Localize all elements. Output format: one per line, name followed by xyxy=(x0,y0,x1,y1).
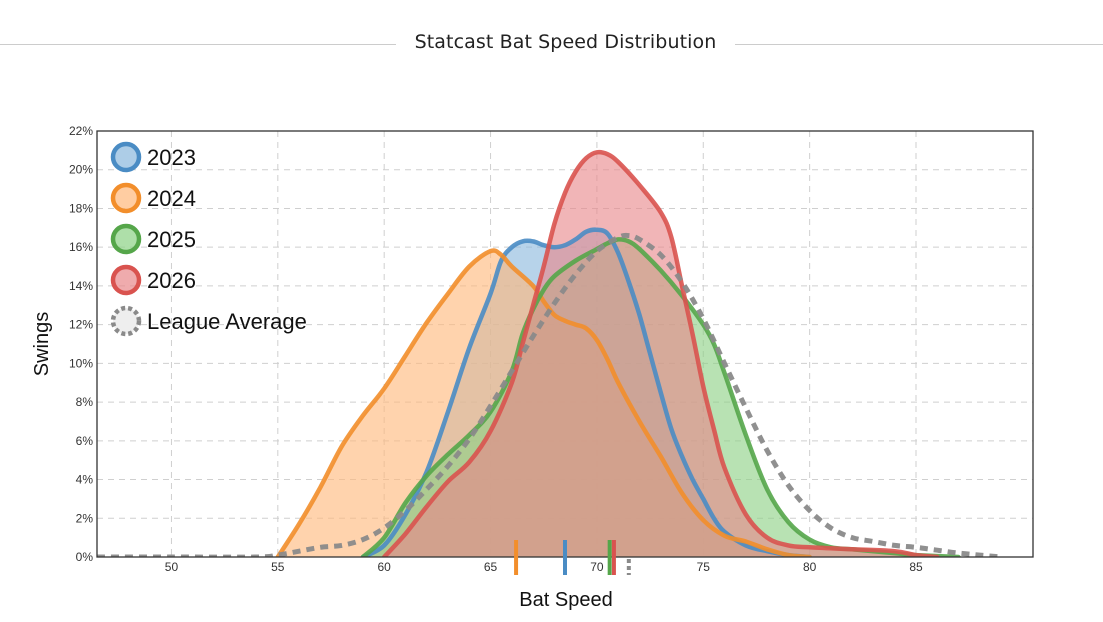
y-tick-label: 14% xyxy=(69,279,93,293)
y-tick-label: 16% xyxy=(69,240,93,254)
density-lines xyxy=(97,149,1002,557)
line-league-average xyxy=(97,232,1002,557)
y-tick-label: 12% xyxy=(69,318,93,332)
mean-markers xyxy=(514,540,631,575)
legend-label-2025: 2025 xyxy=(147,227,196,252)
x-tick-label: 50 xyxy=(165,560,179,574)
y-axis-label: Swings xyxy=(31,312,53,376)
line-2023 xyxy=(360,227,812,557)
x-axis-label: Bat Speed xyxy=(519,589,612,611)
legend-item-2026[interactable]: 2026 xyxy=(110,264,196,296)
x-tick-label: 55 xyxy=(271,560,285,574)
y-tick-label: 18% xyxy=(69,201,93,215)
legend-label-2026: 2026 xyxy=(147,268,196,293)
chart-title-bar: Statcast Bat Speed Distribution xyxy=(0,28,1103,60)
y-tick-label: 22% xyxy=(69,124,93,138)
title-rule-right xyxy=(735,44,1103,45)
chart-title: Statcast Bat Speed Distribution xyxy=(414,31,717,53)
line-2026 xyxy=(381,149,940,557)
legend-swatch-2023 xyxy=(110,141,142,173)
x-tick-label: 75 xyxy=(697,560,711,574)
y-tick-label: 4% xyxy=(76,473,94,487)
legend-label-2023: 2023 xyxy=(147,145,196,170)
legend-item-2023[interactable]: 2023 xyxy=(110,141,196,173)
axis-ticks: 0% 2% 4% 6% 8% 10% 12% 14% 16% 18% 20% 22% 50 55 60 65 7… xyxy=(69,124,923,574)
x-tick-label: 60 xyxy=(378,560,392,574)
y-tick-label: 8% xyxy=(76,395,94,409)
y-tick-label: 10% xyxy=(69,356,93,370)
x-tick-label: 70 xyxy=(590,560,604,574)
title-rule-left xyxy=(0,44,396,45)
y-tick-label: 6% xyxy=(76,434,94,448)
legend-swatch-2025 xyxy=(110,223,142,255)
legend-label-2024: 2024 xyxy=(147,186,196,211)
line-2024 xyxy=(275,248,812,557)
x-tick-label: 80 xyxy=(803,560,817,574)
area-2026 xyxy=(384,152,938,557)
legend-swatch-2026 xyxy=(110,264,142,296)
y-tick-label: 20% xyxy=(69,163,93,177)
y-tick-label: 2% xyxy=(76,511,94,525)
legend-item-2024[interactable]: 2024 xyxy=(110,182,196,214)
legend-item-2025[interactable]: 2025 xyxy=(110,223,196,255)
y-tick-label: 0% xyxy=(76,550,94,564)
x-tick-label: 85 xyxy=(909,560,923,574)
legend-swatch-league-average xyxy=(110,305,142,337)
legend-item-league-average[interactable]: League Average xyxy=(110,305,307,337)
legend-swatch-2024 xyxy=(110,182,142,214)
legend[interactable]: 2023 2024 2025 2026 League Average xyxy=(110,141,307,337)
x-tick-label: 65 xyxy=(484,560,498,574)
legend-label-league-average: League Average xyxy=(147,309,307,334)
